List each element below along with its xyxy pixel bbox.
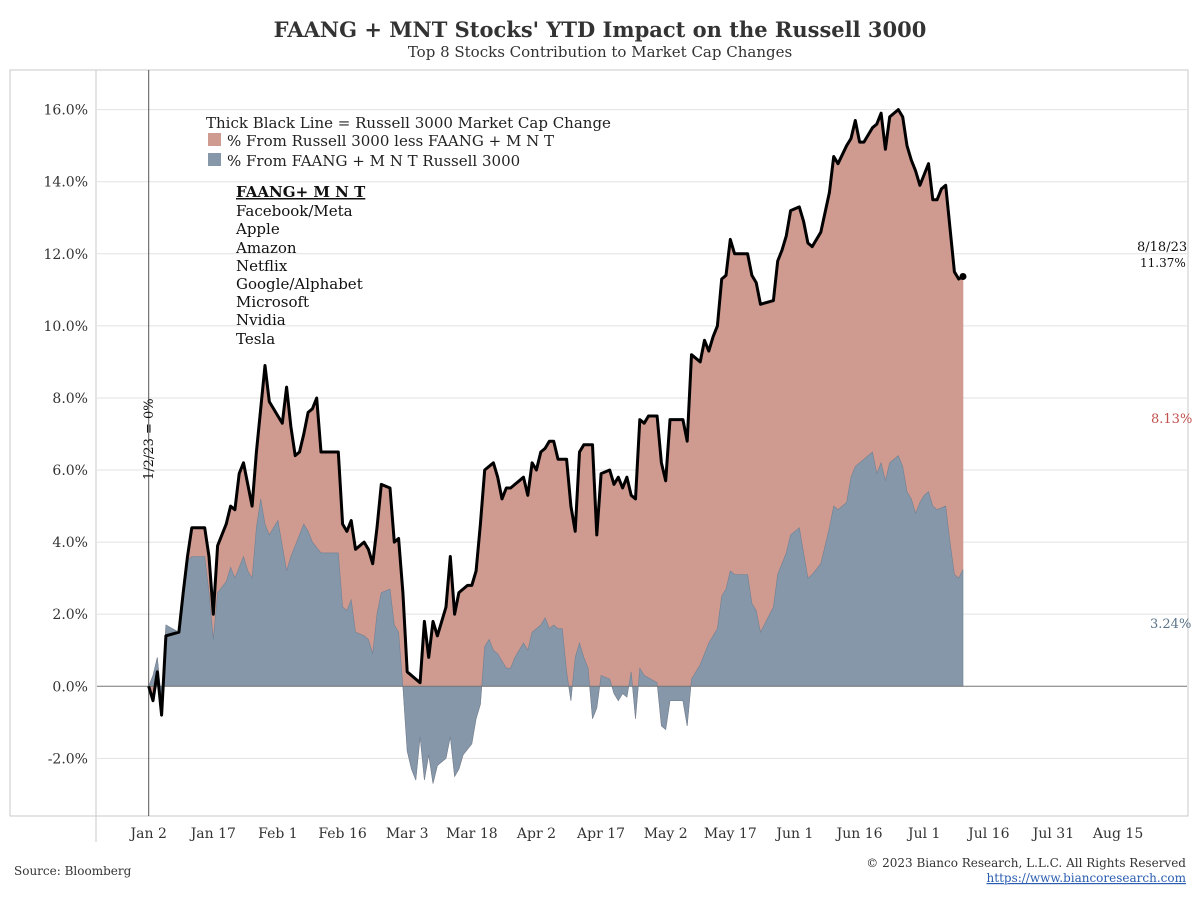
y-tick-label: 8.0% (52, 391, 88, 407)
x-tick-label: Jun 1 (774, 826, 813, 842)
stock-list-item: Google/Alphabet (236, 275, 363, 293)
stock-list: FAANG+ M N T Facebook/Meta Apple Amazon … (235, 183, 366, 348)
y-axis-ticks: -2.0% 0.0% 2.0% 4.0% 6.0% 8.0% 10.0% 12.0% 14.0%… (44, 103, 88, 768)
x-tick-label: Mar 3 (386, 826, 429, 842)
stock-list-item: Nvidia (236, 311, 286, 329)
y-tick-label: 2.0% (52, 607, 88, 623)
x-axis-ticks: Jan 2 Jan 17 Feb 1 Feb 16 Mar 3 Mar 18 Apr 2 Ap… (129, 826, 1144, 842)
stock-list-item: Apple (235, 220, 280, 238)
end-blue-label: 3.24% (1150, 617, 1191, 632)
x-tick-label: Jul 16 (966, 826, 1009, 842)
stock-list-item: Tesla (236, 330, 275, 348)
stock-list-heading: FAANG+ M N T (236, 183, 366, 201)
x-tick-label: Jul 31 (1031, 826, 1074, 842)
end-total-label: 11.37% (1140, 256, 1186, 270)
stock-list-item: Microsoft (236, 293, 309, 311)
x-tick-label: Jan 17 (189, 826, 236, 842)
legend-red-label: % From Russell 3000 less FAANG + M N T (227, 132, 554, 150)
end-date-label: 8/18/23 (1137, 240, 1187, 255)
chart-title: FAANG + MNT Stocks' YTD Impact on the Ru… (274, 17, 927, 42)
source-note: Source: Bloomberg (14, 864, 132, 878)
legend-blue-label: % From FAANG + M N T Russell 3000 (227, 152, 520, 170)
copyright-note: © 2023 Bianco Research, L.L.C. All Right… (866, 856, 1186, 870)
x-tick-label: Aug 15 (1092, 826, 1143, 842)
y-tick-label: 0.0% (52, 679, 88, 695)
stock-list-item: Facebook/Meta (236, 202, 353, 220)
legend-blue-swatch (208, 153, 221, 166)
plot-frame (9, 69, 1189, 817)
legend: Thick Black Line = Russell 3000 Market C… (206, 114, 611, 170)
y-tick-label: 6.0% (52, 463, 88, 479)
end-point-marker (959, 273, 967, 281)
total-change-line (147, 108, 964, 717)
line-layer (147, 108, 967, 717)
x-tick-label: Feb 1 (258, 826, 298, 842)
x-tick-label: Mar 18 (446, 826, 498, 842)
y-tick-label: 4.0% (52, 535, 88, 551)
stock-list-item: Amazon (235, 239, 297, 257)
end-red-label: 8.13% (1151, 412, 1192, 427)
website-link[interactable]: https://www.biancoresearch.com (987, 871, 1187, 885)
x-tick-label: May 2 (644, 826, 688, 842)
baseline-annotation: 1/2/23 = 0% (142, 398, 157, 480)
x-tick-label: Jun 16 (835, 826, 883, 842)
axis-layer (97, 70, 1187, 816)
chart-subtitle: Top 8 Stocks Contribution to Market Cap … (408, 43, 792, 61)
y-tick-label: 14.0% (44, 175, 88, 191)
y-tick-label: 12.0% (44, 247, 88, 263)
x-tick-label: May 17 (704, 826, 757, 842)
x-tick-label: Jan 2 (129, 826, 167, 842)
legend-red-swatch (208, 133, 221, 146)
stock-list-item: Netflix (236, 257, 288, 275)
x-tick-label: Apr 2 (516, 826, 556, 842)
faang-contribution-area (148, 451, 964, 784)
x-tick-label: Jul 1 (906, 826, 940, 842)
y-tick-label: -2.0% (48, 751, 88, 767)
x-tick-label: Feb 16 (318, 826, 367, 842)
legend-line-note: Thick Black Line = Russell 3000 Market C… (206, 114, 611, 132)
y-tick-label: 16.0% (44, 103, 88, 119)
y-tick-label: 10.0% (44, 319, 88, 335)
x-tick-label: Apr 17 (576, 826, 625, 842)
